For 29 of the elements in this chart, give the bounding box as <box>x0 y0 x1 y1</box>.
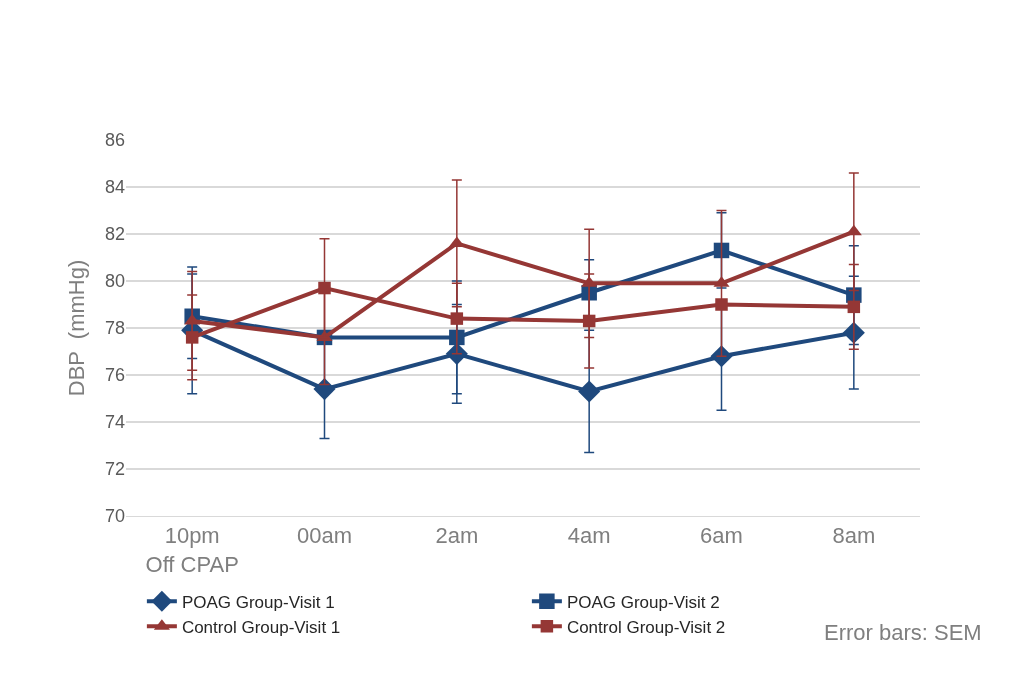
legend-label: Control Group-Visit 1 <box>181 617 341 637</box>
point <box>715 298 728 311</box>
x-tick-label: 10pm Off CPAP <box>145 523 239 577</box>
point <box>450 312 464 325</box>
legend-label: POAG Group-Visit 1 <box>181 592 335 612</box>
y-tick-label: 82 <box>104 224 125 245</box>
legend-label: Control Group-Visit 2 <box>566 617 726 637</box>
x-tick-label: 00am <box>296 523 353 549</box>
point <box>847 300 861 314</box>
point <box>582 314 596 328</box>
x-tick-label: 8am <box>832 523 876 549</box>
y-tick-label: 70 <box>104 506 125 527</box>
y-tick-label: 74 <box>104 412 125 433</box>
y-tick-label: 72 <box>104 459 125 480</box>
y-tick-label: 76 <box>104 365 125 386</box>
text: Error bars: SEM <box>824 620 982 645</box>
y-axis-title: DBP (mmHg) <box>63 259 89 397</box>
x-tick-label: 6am <box>700 523 743 549</box>
point <box>185 331 199 344</box>
point <box>318 281 331 295</box>
point <box>578 380 601 403</box>
y-tick-label: 86 <box>104 130 125 151</box>
y-tick-label: 80 <box>104 271 125 292</box>
x-tick-label: 4am <box>567 523 611 549</box>
legend-label: POAG Group-Visit 2 <box>566 592 720 612</box>
y-tick-label: 78 <box>104 318 125 339</box>
y-tick-label: 84 <box>104 177 125 198</box>
point <box>313 378 336 401</box>
x-tick-label: 2am <box>435 523 479 549</box>
